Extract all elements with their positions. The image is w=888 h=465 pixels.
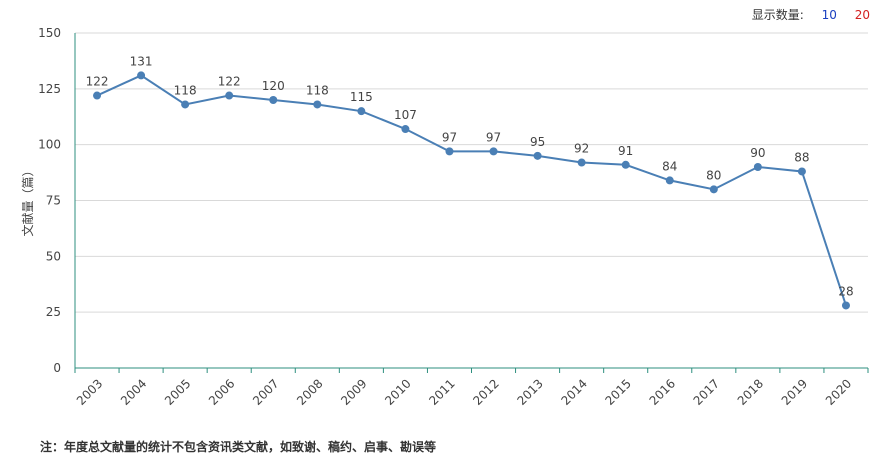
x-tick-label-2007: 2007 <box>250 376 281 407</box>
data-label-2011: 97 <box>442 130 457 144</box>
data-label-2012: 97 <box>486 130 501 144</box>
x-tick-label-2003: 2003 <box>74 376 105 407</box>
x-tick-label-2008: 2008 <box>294 376 325 407</box>
x-tick-label-2010: 2010 <box>382 376 413 407</box>
data-label-2020: 28 <box>838 284 853 298</box>
y-tick-label-100: 100 <box>38 138 61 152</box>
x-tick-label-2015: 2015 <box>603 376 634 407</box>
x-tick-label-2004: 2004 <box>118 376 149 407</box>
y-tick-label-75: 75 <box>46 194 61 208</box>
data-label-2018: 90 <box>750 146 765 160</box>
y-tick-label-150: 150 <box>38 26 61 40</box>
data-label-2003: 122 <box>86 75 109 89</box>
x-tick-label-2012: 2012 <box>470 376 501 407</box>
y-tick-label-125: 125 <box>38 82 61 96</box>
x-tick-label-2006: 2006 <box>206 376 237 407</box>
data-point-2008 <box>313 100 322 109</box>
data-point-2011 <box>445 147 454 156</box>
data-label-2006: 122 <box>218 75 241 89</box>
data-point-2016 <box>665 176 674 185</box>
data-label-2019: 88 <box>794 150 809 164</box>
x-tick-label-2011: 2011 <box>426 376 457 407</box>
y-tick-label-25: 25 <box>46 305 61 319</box>
data-label-2004: 131 <box>130 54 153 68</box>
display-count-control: 显示数量: 10 20 <box>752 6 870 23</box>
display-count-label: 显示数量: <box>751 8 804 22</box>
data-point-2012 <box>489 147 498 156</box>
display-count-option-10[interactable]: 10 <box>821 8 837 22</box>
x-tick-label-2020: 2020 <box>823 376 854 407</box>
data-point-2007 <box>269 96 278 104</box>
data-label-2005: 118 <box>174 83 197 97</box>
data-label-2016: 84 <box>662 159 677 173</box>
footnote: 注：年度总文献量的统计不包含资讯类文献，如致谢、稿约、启事、勘误等 <box>40 440 437 454</box>
x-tick-label-2018: 2018 <box>735 376 766 407</box>
data-point-2014 <box>577 158 586 167</box>
data-point-2017 <box>709 185 718 194</box>
data-label-2008: 118 <box>306 83 329 97</box>
y-tick-label-0: 0 <box>53 361 61 375</box>
data-label-2010: 107 <box>394 108 417 122</box>
data-point-2018 <box>753 163 762 171</box>
data-point-2015 <box>621 160 630 169</box>
x-tick-label-2005: 2005 <box>162 376 193 407</box>
y-tick-label-50: 50 <box>46 249 61 263</box>
series-line <box>96 74 847 306</box>
data-point-2009 <box>357 107 366 116</box>
display-count-option-20[interactable]: 20 <box>854 8 870 22</box>
data-label-2014: 92 <box>574 142 589 156</box>
data-label-2007: 120 <box>262 79 285 93</box>
data-point-2004 <box>137 71 146 80</box>
data-point-2005 <box>181 100 190 109</box>
data-label-2017: 80 <box>706 168 721 182</box>
x-tick-label-2009: 2009 <box>338 376 369 407</box>
x-tick-label-2014: 2014 <box>558 376 589 407</box>
x-tick-label-2019: 2019 <box>779 376 810 407</box>
data-point-2003 <box>93 91 102 100</box>
x-tick-label-2013: 2013 <box>514 376 545 407</box>
data-point-2013 <box>533 151 542 160</box>
data-point-2006 <box>225 91 234 100</box>
data-label-2013: 95 <box>530 135 545 149</box>
data-point-2010 <box>401 125 410 134</box>
data-point-2019 <box>797 167 806 176</box>
x-tick-label-2017: 2017 <box>691 376 722 407</box>
data-label-2015: 91 <box>618 144 633 158</box>
data-label-2009: 115 <box>350 90 373 104</box>
x-tick-label-2016: 2016 <box>647 376 678 407</box>
data-point-2020 <box>841 301 850 310</box>
y-axis-title: 文献量（篇） <box>20 164 35 236</box>
